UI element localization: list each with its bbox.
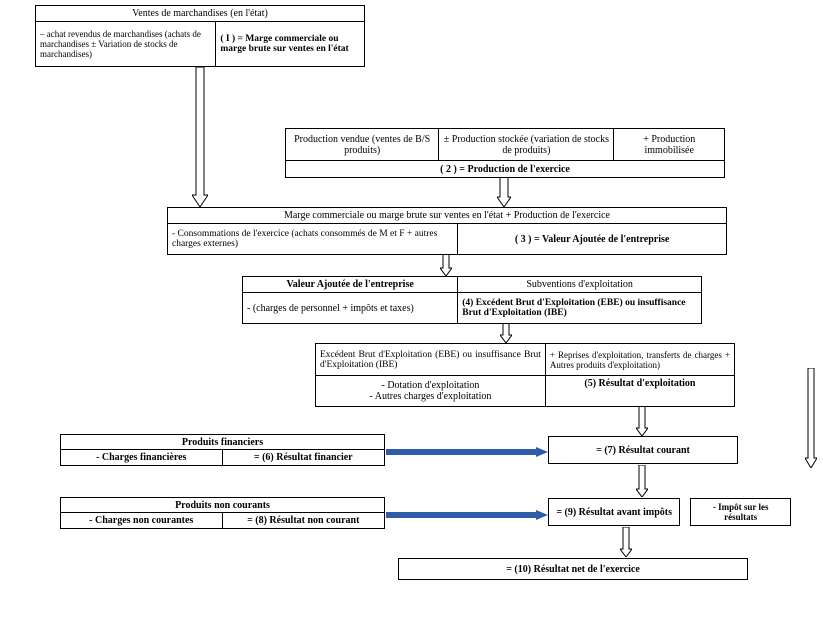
b3-left: - Consommations de l'exercice (achats co… [168,224,458,254]
b3-right: ( 3 ) = Valeur Ajoutée de l'entreprise [458,224,726,254]
b6-left: - Charges financières [61,450,223,465]
b8-left: - Charges non courantes [61,513,223,528]
box-marge-commerciale: Ventes de marchandises (en l'état) – ach… [35,5,365,67]
arrow-side-right [805,368,817,468]
b2-c2: ± Production stockée (variation de stock… [439,129,614,161]
arrow-5-to-7 [636,406,648,436]
box-resultat-non-courant: Produits non courants - Charges non cour… [60,497,385,529]
box-resultat-financier: Produits financiers - Charges financière… [60,434,385,466]
b8-right: = (8) Résultat non courant [223,513,385,528]
arrow-3-to-4 [440,254,452,276]
b2-c3: + Production immobilisée [614,129,724,161]
b4-h1: Valeur Ajoutée de l'entreprise [243,277,458,293]
b4-left: - (charges de personnel + impôts et taxe… [243,293,458,323]
b9-right: - Impôt sur les résultats [690,498,791,526]
arrow-9-to-10 [620,527,632,557]
b4-h2: Subventions d'exploitation [458,277,701,293]
b8-header: Produits non courants [61,498,384,513]
b2-footer: ( 2 ) = Production de l'exercice [286,161,724,177]
arrow-1-to-3 [192,67,208,207]
arrow-7-to-9 [636,465,648,497]
b6-header: Produits financiers [61,435,384,450]
b1-right: ( I ) = Marge commerciale ou marge brute… [216,22,364,66]
b6-right: = (6) Résultat financier [223,450,385,465]
b5-h1: Excédent Brut d'Exploitation (EBE) ou in… [316,344,546,376]
box-resultat-avant-impots-group: = (9) Résultat avant impôts - Impôt sur … [548,498,791,526]
b2-c1: Production vendue (ventes de B/S produit… [286,129,439,161]
box-resultat-exploitation: Excédent Brut d'Exploitation (EBE) ou in… [315,343,735,407]
arrow-8-to-9 [386,510,548,520]
arrow-2-to-3 [497,177,511,207]
b1-left: – achat revendus de marchandises (achats… [36,22,216,66]
box-production: Production vendue (ventes de B/S produit… [285,128,725,178]
box-resultat-courant: = (7) Résultat courant [548,436,738,464]
arrow-4-to-5 [500,323,512,343]
box-valeur-ajoutee: Marge commerciale ou marge brute sur ven… [167,207,727,255]
b5-right: (5) Résultat d'exploitation [546,376,734,406]
box-ebe: Valeur Ajoutée de l'entreprise Subventio… [242,276,702,324]
b5-h2: + Reprises d'exploitation, transferts de… [546,344,734,376]
box-resultat-net: = (10) Résultat net de l'exercice [398,558,748,580]
b9-left: = (9) Résultat avant impôts [548,498,680,526]
b4-right: (4) Excédent Brut d'Exploitation (EBE) o… [458,293,701,323]
arrow-6-to-7 [386,447,548,457]
b5-left: - Dotation d'exploitation - Autres charg… [316,376,546,406]
b1-header: Ventes de marchandises (en l'état) [36,6,364,22]
b3-header: Marge commerciale ou marge brute sur ven… [168,208,726,224]
